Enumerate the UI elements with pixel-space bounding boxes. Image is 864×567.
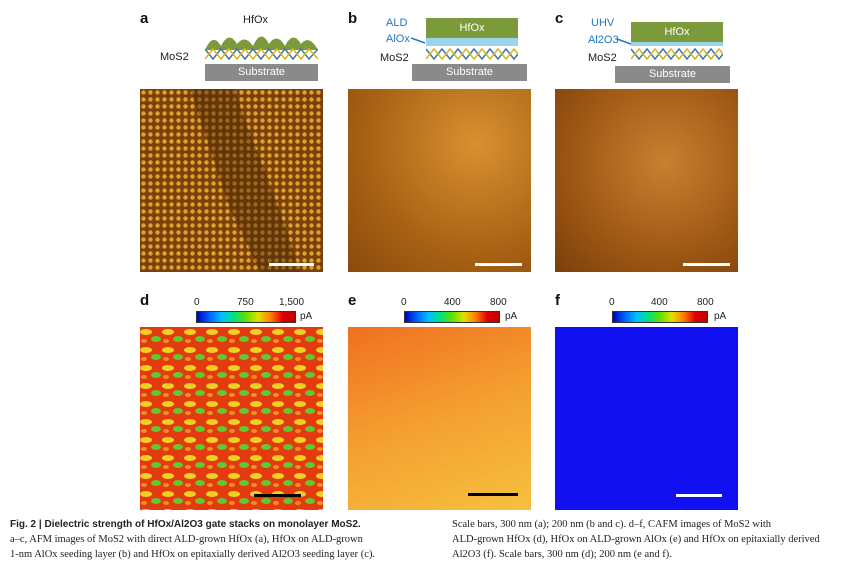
panel-label-b: b <box>348 10 358 27</box>
colorbar-tick-f-1: 400 <box>651 297 668 308</box>
alox-layer-b <box>426 38 518 46</box>
caption-title: Fig. 2 | Dielectric strength of HfOx/Al2… <box>10 519 361 530</box>
cafm-image-d <box>140 327 323 510</box>
arrow-icon-c <box>617 38 632 45</box>
colorbar-e <box>404 311 500 323</box>
substrate-a: Substrate <box>205 64 318 81</box>
mos2-label-c: MoS2 <box>588 52 617 64</box>
mos2-lattice-b <box>426 47 518 61</box>
uhv-label-c: UHV <box>591 17 615 29</box>
caption-line-3: Scale bars, 300 nm (a); 200 nm (b and c)… <box>452 519 772 530</box>
colorbar-unit-f: pA <box>714 311 727 322</box>
afm-image-a <box>140 89 323 272</box>
colorbar-tick-d-0: 0 <box>194 297 200 308</box>
scale-bar-c <box>683 263 730 266</box>
caption-line-4: ALD-grown HfOx (d), HfOx on ALD-grown Al… <box>452 534 820 545</box>
scale-bar-b <box>475 263 522 266</box>
colorbar-tick-e-2: 800 <box>490 297 507 308</box>
substrate-b: Substrate <box>412 64 527 81</box>
panel-label-f: f <box>555 292 560 309</box>
colorbar-unit-e: pA <box>505 311 518 322</box>
afm-texture-a <box>140 89 323 272</box>
ald-label-b: ALD <box>386 17 408 29</box>
caption-line-1: a–c, AFM images of MoS2 with direct ALD-… <box>10 534 363 545</box>
scale-bar-e <box>468 493 518 496</box>
al2o3-layer-c <box>631 42 723 46</box>
figure-caption-left: Fig. 2 | Dielectric strength of HfOx/Al2… <box>10 517 435 562</box>
panel-label-c: c <box>555 10 564 27</box>
alox-label-b: AlOx <box>386 33 410 45</box>
colorbar-tick-e-0: 0 <box>401 297 407 308</box>
al2o3-label-c: Al2O3 <box>588 34 619 46</box>
scale-bar-d <box>254 494 301 497</box>
hfox-label-a: HfOx <box>243 14 269 26</box>
caption-line-2: 1-nm AlOx seeding layer (b) and HfOx on … <box>10 549 376 560</box>
panel-label-e: e <box>348 292 357 309</box>
hfox-islands-a <box>205 36 318 50</box>
panel-label-d: d <box>140 292 150 309</box>
colorbar-tick-d-2: 1,500 <box>279 297 305 308</box>
scale-bar-a <box>269 263 314 266</box>
colorbar-tick-e-1: 400 <box>444 297 461 308</box>
hfox-layer-c: HfOx <box>631 22 723 42</box>
mos2-label-b: MoS2 <box>380 52 409 64</box>
mos2-lattice-c <box>631 47 723 61</box>
colorbar-tick-f-2: 800 <box>697 297 714 308</box>
cafm-texture-d <box>140 327 323 510</box>
colorbar-tick-f-0: 0 <box>609 297 615 308</box>
colorbar-unit-d: pA <box>300 311 313 322</box>
panel-label-a: a <box>140 10 149 27</box>
cafm-image-e <box>348 327 531 510</box>
colorbar-tick-d-1: 750 <box>237 297 254 308</box>
cafm-image-f <box>555 327 738 510</box>
caption-line-5: Al2O3 (f). Scale bars, 300 nm (d); 200 n… <box>452 549 672 560</box>
afm-image-c <box>555 89 738 272</box>
mos2-label-a: MoS2 <box>160 51 189 63</box>
afm-image-b <box>348 89 531 272</box>
hfox-layer-b: HfOx <box>426 18 518 38</box>
mos2-lattice-a <box>205 47 318 61</box>
substrate-c: Substrate <box>615 66 730 83</box>
scale-bar-f <box>676 494 722 497</box>
figure-caption-right: Scale bars, 300 nm (a); 200 nm (b and c)… <box>452 517 862 562</box>
colorbar-f <box>612 311 708 323</box>
arrow-icon-b <box>411 37 426 44</box>
colorbar-d <box>196 311 296 323</box>
